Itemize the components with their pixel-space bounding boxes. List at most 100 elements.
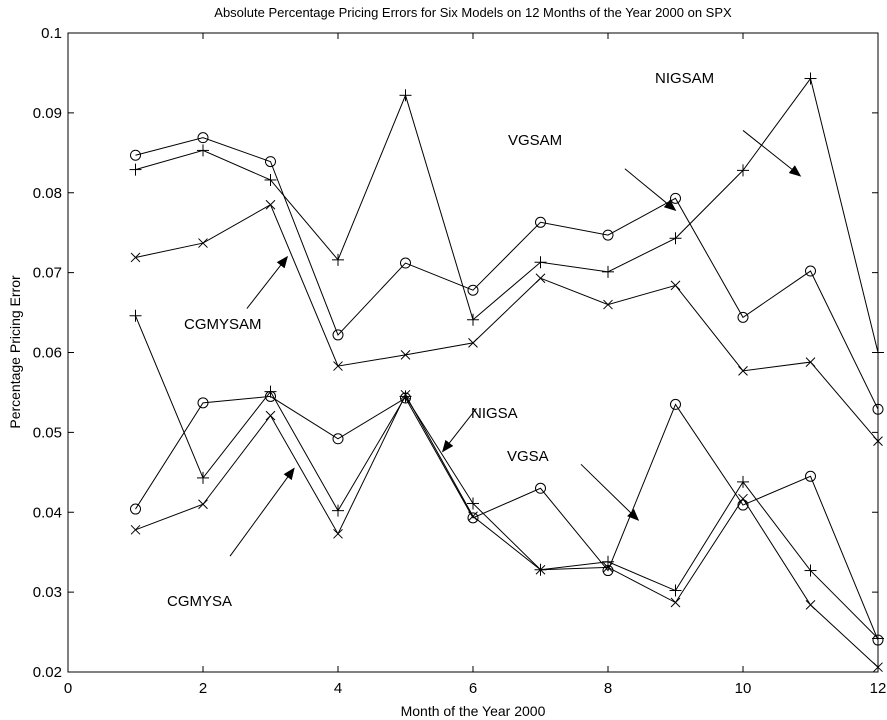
- data-point-x: [805, 600, 816, 610]
- data-point-x: [130, 252, 141, 263]
- data-point-circle: [332, 329, 344, 341]
- y-tick-label: 0.07: [33, 265, 62, 282]
- x-tick-label: 8: [604, 680, 612, 697]
- x-tick-label: 2: [199, 680, 207, 697]
- y-tick-label: 0.03: [33, 584, 62, 601]
- data-point-circle: [265, 156, 276, 168]
- series-6: [130, 389, 883, 673]
- data-point-plus: [264, 385, 277, 398]
- x-tick-label: 6: [469, 680, 477, 697]
- y-tick-label: 0.06: [33, 345, 62, 362]
- data-point-plus: [669, 584, 682, 597]
- data-point-circle: [332, 433, 344, 445]
- data-point-plus: [197, 144, 209, 157]
- annotation-arrow: [580, 463, 640, 521]
- y-tick-label: 0.09: [33, 105, 62, 122]
- data-point-plus: [399, 89, 412, 102]
- annotation-nigsam: NIGSAM: [655, 70, 714, 87]
- annotation-arrow: [442, 408, 477, 453]
- series-line: [135, 204, 879, 442]
- data-point-x: [603, 562, 613, 573]
- data-point-x: [198, 238, 208, 248]
- data-point-x: [468, 338, 478, 348]
- annotation-arrow: [229, 467, 295, 557]
- chart-title: Absolute Percentage Pricing Errors for S…: [214, 5, 732, 20]
- data-point-circle: [467, 512, 479, 524]
- data-point-circle: [400, 257, 411, 269]
- series-3: [130, 199, 883, 447]
- annotation-vgsam: VGSAM: [508, 132, 562, 149]
- data-point-plus: [804, 72, 817, 85]
- data-point-plus: [872, 346, 884, 359]
- data-point-x: [265, 410, 276, 421]
- data-point-x: [333, 361, 343, 371]
- data-point-x: [805, 357, 816, 367]
- series-line: [135, 77, 879, 353]
- data-point-circle: [737, 499, 749, 511]
- y-tick-label: 0.04: [33, 504, 62, 521]
- data-point-x: [198, 499, 208, 510]
- data-point-x: [873, 436, 883, 447]
- annotation-cgmysa: CGMYSA: [167, 593, 232, 610]
- data-point-circle: [670, 398, 681, 410]
- plot-frame: [67, 32, 879, 673]
- data-point-circle: [467, 284, 479, 296]
- series-line: [135, 137, 879, 410]
- data-point-plus: [467, 497, 479, 510]
- data-point-x: [670, 597, 681, 608]
- data-point-circle: [535, 216, 546, 228]
- data-point-plus: [534, 256, 547, 269]
- series-layer: [129, 72, 884, 673]
- data-point-plus: [737, 164, 749, 177]
- data-point-circle: [805, 470, 816, 482]
- data-point-x: [535, 564, 546, 575]
- series-2: [129, 72, 884, 359]
- data-point-plus: [129, 309, 142, 322]
- data-point-circle: [197, 397, 209, 409]
- annotation-arrow: [742, 130, 802, 177]
- y-axis-label: Percentage Pricing Error: [7, 275, 23, 429]
- data-point-circle: [197, 132, 209, 144]
- data-point-plus: [467, 313, 479, 326]
- annotation-arrow: [246, 255, 288, 309]
- y-tick-label: 0.05: [33, 424, 62, 441]
- data-point-x: [738, 366, 748, 376]
- data-point-x: [738, 493, 748, 504]
- data-point-plus: [804, 564, 817, 577]
- data-point-circle: [535, 482, 546, 494]
- data-point-x: [265, 199, 276, 210]
- data-point-x: [468, 511, 478, 522]
- data-point-plus: [872, 632, 884, 645]
- data-point-circle: [130, 149, 141, 161]
- data-point-x: [873, 662, 883, 673]
- data-point-plus: [129, 163, 142, 176]
- annotation-arrow: [624, 168, 677, 211]
- data-point-x: [130, 524, 141, 535]
- data-point-x: [400, 350, 411, 360]
- data-point-plus: [332, 504, 344, 517]
- y-tick-label: 0.1: [41, 25, 62, 42]
- data-point-circle: [602, 229, 614, 241]
- data-point-plus: [737, 475, 749, 488]
- series-line: [135, 395, 879, 641]
- y-tick-label: 0.08: [33, 185, 62, 202]
- data-point-x: [603, 299, 613, 310]
- x-tick-label: 0: [64, 680, 72, 697]
- axis-ticks: 0 2 4 6 8 10 12 0.02 0.03 0.04 0.05 0.06 0.07 0.08 0.0…: [33, 25, 887, 697]
- data-point-circle: [872, 403, 884, 415]
- data-point-circle: [130, 503, 141, 515]
- x-axis-label: Month of the Year 2000: [401, 703, 546, 719]
- data-point-plus: [602, 555, 614, 568]
- annotation-nigsa: NIGSA: [471, 405, 518, 422]
- data-point-plus: [399, 390, 412, 403]
- series-line: [135, 315, 879, 639]
- annotations-layer: NIGSAM VGSAM CGMYSAM NIGSA VGSA CGMYSA: [167, 70, 802, 610]
- data-point-plus: [264, 173, 277, 186]
- series-4: [130, 390, 884, 646]
- data-point-plus: [602, 265, 614, 278]
- series-5: [129, 309, 884, 645]
- data-point-circle: [805, 265, 816, 277]
- data-point-x: [333, 528, 343, 539]
- data-point-x: [535, 273, 546, 284]
